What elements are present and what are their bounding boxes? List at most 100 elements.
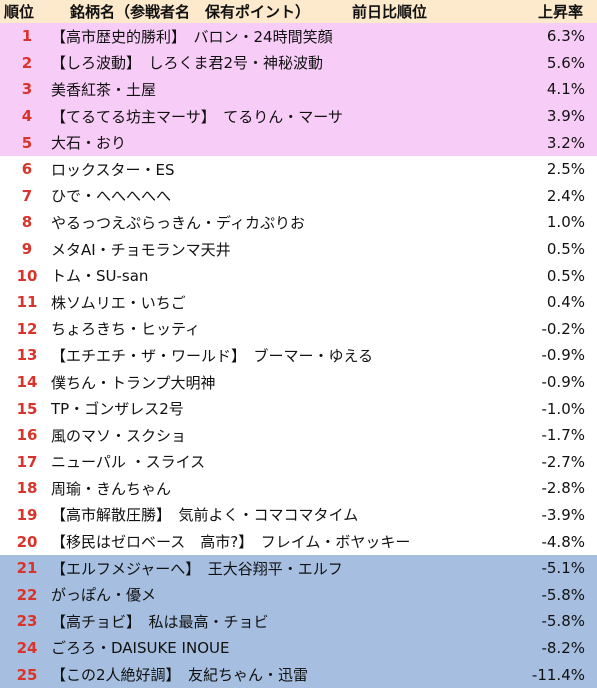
table-body: 1 【高市歴史的勝利】 バロン・24時間笑顔 6.3% 2 【しろ波動】 しろくま君2号… [0,23,597,688]
stock-name-cell: 【この2人絶好調】 友紀ちゃん・迅雷 [51,666,309,685]
header-name-label: 銘柄名（参戦者名 保有ポイント） [70,3,311,21]
rank-cell: 6 [21,160,33,179]
stock-name-cell: 【エルフメジャーへ】 王大谷翔平・エルフ [51,559,343,578]
stock-name-cell: 【てるてる坊主マーサ】 てるりん・マーサ [51,107,343,126]
stock-name-cell: 周瑜・きんちゃん [51,479,172,498]
rate-cell: -5.8% [541,612,585,631]
stock-name-cell: 風のマソ・スクショ [51,426,187,445]
rank-cell: 15 [16,399,38,418]
table-row: 15 TP・ゴンザレス2号 -1.0% [0,395,597,422]
table-row: 4 【てるてる坊主マーサ】 てるりん・マーサ 3.9% [0,102,597,130]
stock-name-cell: 株ソムリエ・いちご [51,293,186,312]
rank-cell: 10 [16,266,38,285]
stock-name-cell: 僕ちん・トランプ大明神 [51,373,216,392]
rate-cell: 6.3% [546,27,585,46]
header-rate: 上昇率 [537,3,583,21]
stock-name-cell: 【高チョビ】 私は最高・チョビ [51,612,269,631]
rate-cell: -8.2% [541,638,585,657]
table-row: 9 メタAI・チョモランマ天井 0.5% [0,235,597,263]
rate-cell: -2.8% [541,479,585,498]
stock-name-cell: トム・SU-san [51,267,149,286]
table-row: 8 やるっつえぷらっきん・ディカぷりお 1.0% [0,209,597,236]
rank-cell: 17 [16,452,38,471]
table-row: 1 【高市歴史的勝利】 バロン・24時間笑顔 6.3% [0,23,597,50]
stock-name-cell: ニューパル ・スライス [51,453,206,472]
rate-cell: 2.4% [546,186,585,205]
rate-cell: -5.8% [541,585,585,604]
rank-cell: 25 [16,665,38,684]
rank-cell: 18 [16,479,38,498]
rate-cell: -4.8% [541,532,585,551]
rate-cell: -2.7% [541,452,585,471]
table-row: 12 ちょろきち・ヒッティ -0.2% [0,315,597,343]
stock-name-cell: メタAI・チョモランマ天井 [51,240,231,259]
header-prev: 前日比順位 [352,3,428,21]
rank-cell: 22 [16,585,38,604]
rate-cell: -0.9% [541,346,585,365]
rate-cell: -0.9% [541,373,585,392]
rank-cell: 11 [16,293,38,312]
table-row: 20 【移民はゼロベース 高市?】 フレイム・ボヤッキー -4.8% [0,528,597,555]
rank-cell: 12 [16,319,38,338]
rate-cell: -11.4% [531,665,585,684]
rank-cell: 7 [21,186,33,205]
table-row: 14 僕ちん・トランプ大明神 -0.9% [0,368,597,396]
header-rank: 順位 [4,3,35,21]
table-row: 2 【しろ波動】 しろくま君2号・神秘波動 5.6% [0,49,597,77]
table-row: 24 ごろろ・DAISUKE INOUE -8.2% [0,634,597,662]
rank-cell: 19 [16,505,38,524]
table-row: 7 ひで・へへへへへ 2.4% [0,182,597,210]
stock-name-cell: 【しろ波動】 しろくま君2号・神秘波動 [51,54,324,73]
rate-cell: 1.0% [546,213,585,232]
rate-cell: 3.9% [546,107,585,126]
table-row: 10 トム・SU-san 0.5% [0,262,597,289]
rate-cell: -1.7% [541,426,585,445]
rate-cell: -0.2% [541,319,585,338]
rate-cell: 4.1% [546,80,585,99]
table-row: 21 【エルフメジャーへ】 王大谷翔平・エルフ -5.1% [0,554,597,582]
rate-cell: -3.9% [541,505,585,524]
stock-name-cell: 美香紅茶・土屋 [51,80,157,99]
table-row: 25 【この2人絶好調】 友紀ちゃん・迅雷 -11.4% [0,661,597,688]
rate-cell: 0.5% [546,266,585,285]
table-row: 17 ニューパル ・スライス -2.7% [0,448,597,476]
rank-cell: 21 [16,559,38,578]
rate-cell: 0.5% [546,240,585,259]
table-row: 16 風のマソ・スクショ -1.7% [0,421,597,449]
rank-cell: 2 [21,53,33,72]
rank-cell: 20 [16,532,38,551]
stock-name-cell: がっぽん・優メ [51,586,157,605]
stock-name-cell: やるっつえぷらっきん・ディカぷりお [51,213,305,232]
stock-name-cell: ひで・へへへへへ [51,187,172,206]
rank-cell: 8 [21,213,33,232]
table-row: 18 周瑜・きんちゃん -2.8% [0,475,597,502]
table-row: 5 大石・おり 3.2% [0,129,597,156]
rank-cell: 24 [16,638,38,657]
rate-cell: 5.6% [546,53,585,72]
rank-cell: 3 [21,80,33,99]
table-row: 19 【高市解散圧勝】 気前よく・コマコマタイム -3.9% [0,501,597,529]
stock-name-cell: 大石・おり [51,134,127,153]
rank-cell: 14 [16,373,38,392]
rank-cell: 1 [21,27,33,46]
table-row: 13 【エチエチ・ザ・ワールド】 ブーマー・ゆえる -0.9% [0,342,597,369]
rank-cell: 9 [21,240,33,259]
table-row: 11 株ソムリエ・いちご 0.4% [0,288,597,316]
rank-cell: 13 [16,346,38,365]
rank-cell: 5 [21,133,33,152]
rate-cell: 2.5% [546,160,585,179]
rate-cell: 0.4% [546,293,585,312]
rank-cell: 23 [16,612,38,631]
rate-cell: -1.0% [541,399,585,418]
table-row: 23 【高チョビ】 私は最高・チョビ -5.8% [0,608,597,635]
table-row: 3 美香紅茶・土屋 4.1% [0,76,597,103]
stock-name-cell: 【エチエチ・ザ・ワールド】 ブーマー・ゆえる [51,346,374,365]
stock-name-cell: ごろろ・DAISUKE INOUE [51,639,230,658]
header-name: 銘柄名（参戦者名 保有ポイント） 前日比順位 [50,1,522,22]
table-row: 6 ロックスター・ES 2.5% [0,155,597,183]
rank-cell: 16 [16,426,38,445]
table-row: 22 がっぽん・優メ -5.8% [0,581,597,609]
rank-cell: 4 [21,107,33,126]
stock-name-cell: 【移民はゼロベース 高市?】 フレイム・ボヤッキー [51,533,411,552]
